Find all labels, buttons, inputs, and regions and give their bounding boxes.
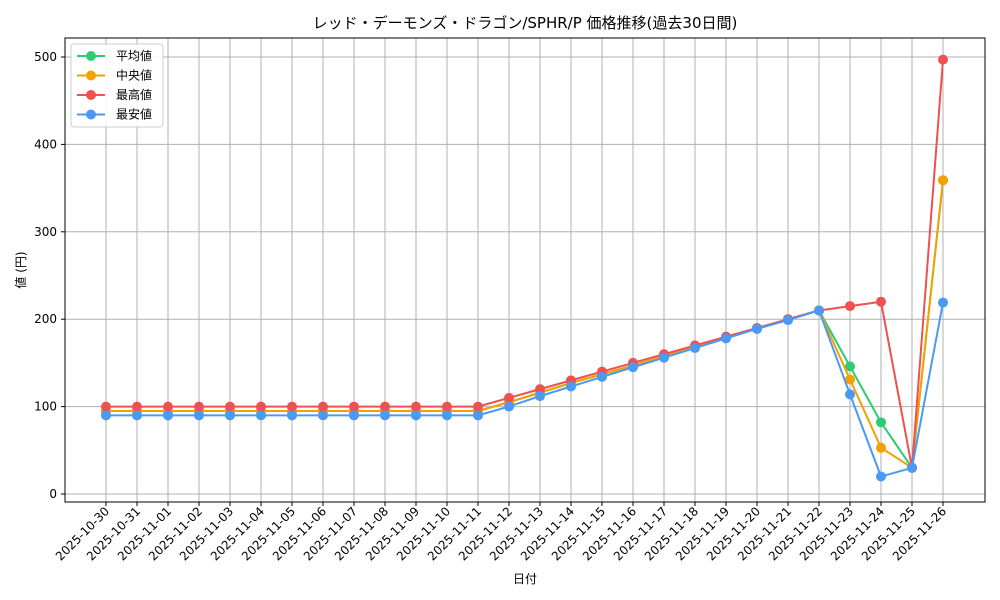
data-point	[752, 323, 762, 334]
data-point	[876, 417, 886, 428]
data-point	[938, 54, 948, 65]
data-point	[287, 410, 297, 421]
data-point	[380, 401, 390, 412]
x-axis-label: 日付	[513, 572, 537, 586]
series-中央値	[101, 175, 948, 473]
y-tick-label: 100	[34, 400, 57, 414]
data-point	[876, 442, 886, 453]
data-point	[535, 391, 545, 402]
data-point	[442, 410, 452, 421]
data-point	[659, 352, 669, 363]
data-point	[132, 401, 142, 412]
data-point	[938, 297, 948, 308]
data-point	[318, 401, 328, 412]
data-point	[442, 401, 452, 412]
series-lines	[101, 54, 948, 482]
data-point	[876, 296, 886, 307]
data-point	[628, 362, 638, 373]
y-tick-label: 500	[34, 50, 57, 64]
legend-item: 最安値	[77, 107, 152, 122]
data-point	[163, 410, 173, 421]
data-point	[380, 410, 390, 421]
data-point	[566, 381, 576, 392]
data-point	[907, 462, 917, 473]
data-point	[256, 401, 266, 412]
data-point	[938, 175, 948, 186]
legend-item: 最高値	[77, 87, 152, 102]
data-point	[194, 410, 204, 421]
legend-marker-icon	[86, 109, 96, 120]
y-axis-label: 値 (円)	[13, 251, 28, 288]
data-point	[132, 410, 142, 421]
y-tick-label: 0	[49, 487, 57, 501]
data-point	[814, 305, 824, 316]
data-point	[287, 401, 297, 412]
legend-marker-icon	[86, 51, 96, 61]
data-point	[225, 410, 235, 421]
data-point	[411, 401, 421, 412]
data-point	[256, 410, 266, 421]
data-point	[845, 361, 855, 372]
y-tick-label: 400	[34, 137, 57, 151]
legend-item: 平均値	[77, 48, 152, 63]
y-tick-label: 200	[34, 312, 57, 326]
legend-label: 中央値	[116, 68, 152, 83]
data-point	[845, 389, 855, 400]
data-point	[101, 410, 111, 421]
data-point	[163, 401, 173, 412]
data-point	[473, 401, 483, 412]
legend-label: 最安値	[116, 107, 152, 122]
x-axis: 2025-10-302025-10-312025-11-012025-11-02…	[53, 502, 949, 563]
chart-title: レッド・デーモンズ・ドラゴン/SPHR/P 価格推移(過去30日間)	[313, 14, 738, 32]
legend-label: 平均値	[116, 48, 152, 63]
series-最高値	[101, 54, 948, 473]
series-最安値	[101, 297, 948, 482]
legend-label: 最高値	[116, 87, 152, 102]
data-point	[783, 315, 793, 326]
plot-area	[64, 37, 986, 503]
data-point	[225, 401, 235, 412]
data-point	[411, 410, 421, 421]
data-point	[194, 401, 204, 412]
data-point	[349, 410, 359, 421]
data-point	[597, 371, 607, 382]
grid	[65, 38, 985, 502]
data-point	[690, 343, 700, 354]
series-平均値	[101, 175, 948, 473]
data-point	[318, 410, 328, 421]
y-tick-label: 300	[34, 225, 57, 239]
data-point	[349, 401, 359, 412]
data-point	[535, 384, 545, 395]
legend-marker-icon	[86, 70, 96, 81]
data-point	[504, 392, 514, 403]
data-point	[101, 401, 111, 412]
data-point	[845, 374, 855, 385]
data-point	[845, 301, 855, 312]
data-point	[504, 401, 514, 412]
legend-box	[70, 43, 164, 128]
data-point	[473, 410, 483, 421]
y-axis: 0 100 200 300 400 500	[34, 50, 65, 501]
data-point	[876, 471, 886, 482]
legend-item: 中央値	[77, 68, 152, 83]
legend-marker-icon	[86, 90, 96, 100]
data-point	[721, 333, 731, 344]
